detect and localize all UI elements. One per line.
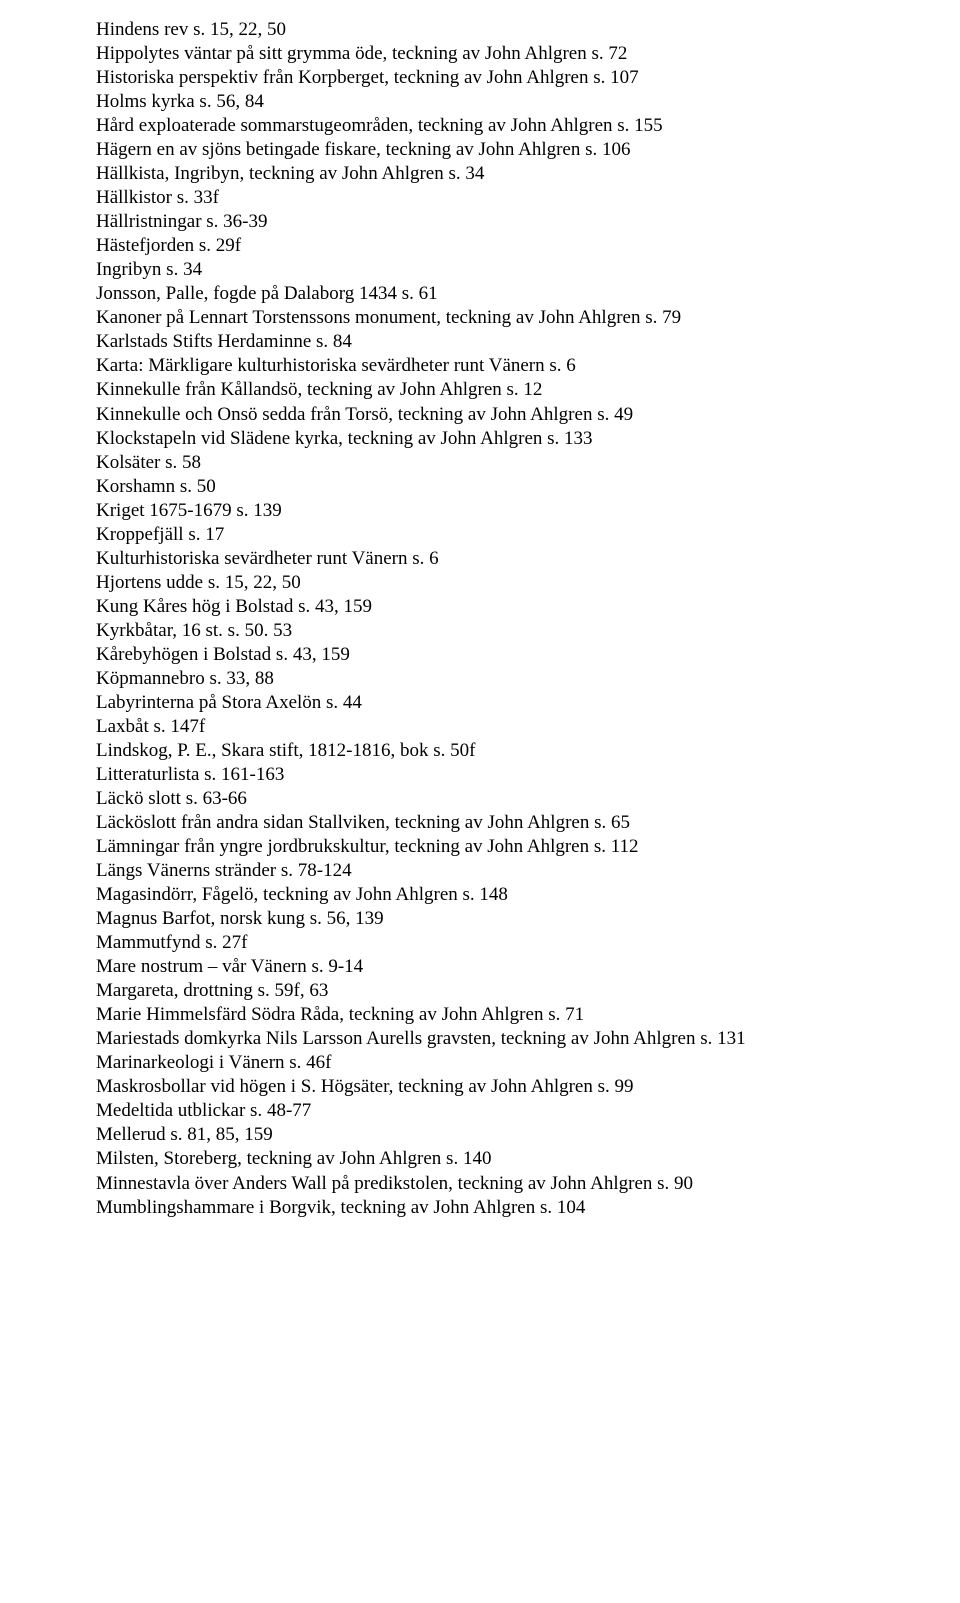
- index-entry: Hägern en av sjöns betingade fiskare, te…: [96, 138, 864, 162]
- index-entry: Marinarkeologi i Vänern s. 46f: [96, 1051, 864, 1075]
- index-entry: Klockstapeln vid Slädene kyrka, teckning…: [96, 427, 864, 451]
- index-entry: Litteraturlista s. 161-163: [96, 763, 864, 787]
- index-entry: Laxbåt s. 147f: [96, 715, 864, 739]
- index-entry: Läcköslott från andra sidan Stallviken, …: [96, 811, 864, 835]
- index-entry: Milsten, Storeberg, teckning av John Ahl…: [96, 1147, 864, 1171]
- index-entry: Karta: Märkligare kulturhistoriska sevär…: [96, 354, 864, 378]
- index-entry: Hippolytes väntar på sitt grymma öde, te…: [96, 42, 864, 66]
- index-entry: Mare nostrum – vår Vänern s. 9-14: [96, 955, 864, 979]
- index-entry: Mellerud s. 81, 85, 159: [96, 1123, 864, 1147]
- index-entry: Ingribyn s. 34: [96, 258, 864, 282]
- index-list: Hindens rev s. 15, 22, 50Hippolytes vänt…: [96, 18, 864, 1220]
- index-entry: Kyrkbåtar, 16 st. s. 50. 53: [96, 619, 864, 643]
- index-entry: Karlstads Stifts Herdaminne s. 84: [96, 330, 864, 354]
- index-entry: Labyrinterna på Stora Axelön s. 44: [96, 691, 864, 715]
- index-entry: Lämningar från yngre jordbrukskultur, te…: [96, 835, 864, 859]
- index-entry: Hård exploaterade sommarstugeområden, te…: [96, 114, 864, 138]
- index-entry: Medeltida utblickar s. 48-77: [96, 1099, 864, 1123]
- index-entry: Jonsson, Palle, fogde på Dalaborg 1434 s…: [96, 282, 864, 306]
- index-entry: Holms kyrka s. 56, 84: [96, 90, 864, 114]
- index-entry: Köpmannebro s. 33, 88: [96, 667, 864, 691]
- index-entry: Kroppefjäll s. 17: [96, 523, 864, 547]
- index-entry: Kulturhistoriska sevärdheter runt Vänern…: [96, 547, 864, 571]
- index-entry: Historiska perspektiv från Korpberget, t…: [96, 66, 864, 90]
- index-entry: Kolsäter s. 58: [96, 451, 864, 475]
- index-entry: Marie Himmelsfärd Södra Råda, teckning a…: [96, 1003, 864, 1027]
- index-entry: Hällkista, Ingribyn, teckning av John Ah…: [96, 162, 864, 186]
- index-entry: Kårebyhögen i Bolstad s. 43, 159: [96, 643, 864, 667]
- index-entry: Hjortens udde s. 15, 22, 50: [96, 571, 864, 595]
- index-entry: Läckö slott s. 63-66: [96, 787, 864, 811]
- index-entry: Korshamn s. 50: [96, 475, 864, 499]
- index-entry: Magasindörr, Fågelö, teckning av John Ah…: [96, 883, 864, 907]
- index-entry: Minnestavla över Anders Wall på predikst…: [96, 1172, 864, 1196]
- index-entry: Mammutfynd s. 27f: [96, 931, 864, 955]
- index-entry: Hästefjorden s. 29f: [96, 234, 864, 258]
- index-entry: Hindens rev s. 15, 22, 50: [96, 18, 864, 42]
- index-entry: Längs Vänerns stränder s. 78-124: [96, 859, 864, 883]
- index-entry: Kinnekulle och Onsö sedda från Torsö, te…: [96, 403, 864, 427]
- index-entry: Mumblingshammare i Borgvik, teckning av …: [96, 1196, 864, 1220]
- index-entry: Maskrosbollar vid högen i S. Högsäter, t…: [96, 1075, 864, 1099]
- index-entry: Hällristningar s. 36-39: [96, 210, 864, 234]
- index-entry: Kung Kåres hög i Bolstad s. 43, 159: [96, 595, 864, 619]
- index-entry: Hällkistor s. 33f: [96, 186, 864, 210]
- index-entry: Kanoner på Lennart Torstenssons monument…: [96, 306, 864, 330]
- index-entry: Mariestads domkyrka Nils Larsson Aurells…: [96, 1027, 864, 1051]
- index-entry: Kriget 1675-1679 s. 139: [96, 499, 864, 523]
- index-entry: Lindskog, P. E., Skara stift, 1812-1816,…: [96, 739, 864, 763]
- index-entry: Margareta, drottning s. 59f, 63: [96, 979, 864, 1003]
- index-entry: Magnus Barfot, norsk kung s. 56, 139: [96, 907, 864, 931]
- index-entry: Kinnekulle från Kållandsö, teckning av J…: [96, 378, 864, 402]
